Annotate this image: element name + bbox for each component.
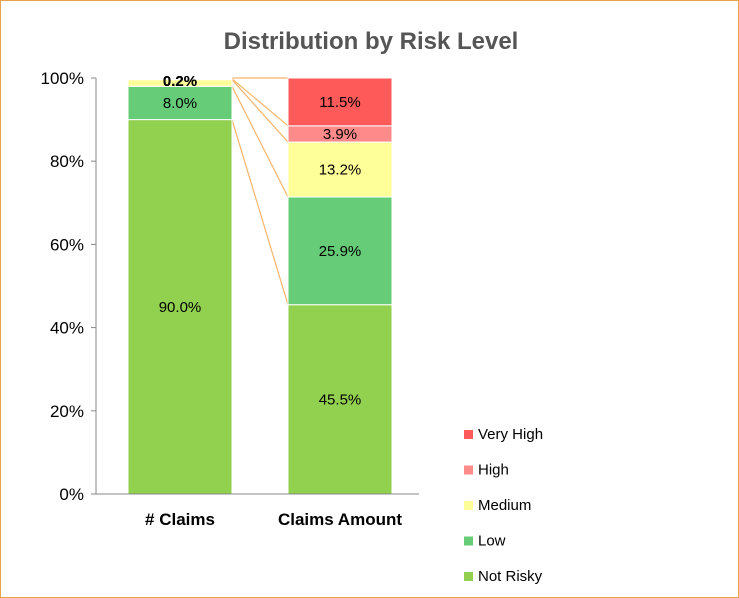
data-label-claims-amount-medium: 13.2% [319, 162, 362, 179]
data-label-claims-not-risky: 90.0% [159, 299, 202, 316]
legend-label-medium: Medium [478, 497, 531, 514]
legend-label-high: High [478, 462, 509, 479]
data-label-claims-amount-very-high: 11.5% [319, 94, 360, 111]
data-label-claims-low: 8.0% [163, 95, 197, 112]
data-label-claims-amount-low: 25.9% [319, 243, 362, 260]
bar-claims-not-risky [127, 119, 233, 495]
y-tick-label: 40% [50, 319, 84, 338]
legend-swatch-low [464, 536, 473, 546]
connector-lines [231, 77, 289, 305]
bar-claims-amount-low [287, 196, 393, 306]
bar-claims-amount-not-risky [287, 304, 393, 495]
category-labels: # Claims Claims Amount [145, 510, 402, 529]
data-label-claims-very-high: 0.2% [163, 73, 197, 90]
x-category-label: Claims Amount [278, 510, 402, 529]
connector-line [231, 86, 289, 198]
bar-claims-very-high [127, 77, 233, 80]
data-label-claims-amount-high: 3.9% [323, 126, 357, 143]
y-tick-label: 0% [59, 485, 84, 504]
legend-swatch-not-risky [464, 572, 473, 581]
legend-label-not-risky: Not Risky [478, 568, 543, 585]
y-axis: 0% 20% 40% 60% 80% 100% [41, 69, 419, 504]
bar-claims-amount-medium [287, 141, 393, 198]
legend-label-low: Low [478, 533, 506, 550]
chart-title: Distribution by Risk Level [224, 28, 519, 55]
legend: Very High High Medium Low Not Risky [464, 426, 543, 585]
legend-label-very-high: Very High [478, 426, 543, 443]
y-tick-label: 60% [50, 235, 84, 254]
legend-swatch-medium [464, 501, 473, 510]
y-tick-label: 20% [50, 402, 84, 421]
data-label-claims-amount-not-risky: 45.5% [319, 391, 362, 408]
bars: 90.0%8.0%0.2%0.2%45.5%25.9%13.2%3.9%11.5… [127, 73, 393, 495]
legend-swatch-very-high [464, 430, 473, 439]
data-label-claims-high: 0.2% [163, 73, 197, 90]
legend-swatch-high [464, 465, 473, 475]
connector-line [231, 119, 289, 305]
connector-line [231, 79, 289, 143]
bar-claims-amount-very-high [287, 77, 393, 127]
y-tick-label: 100% [41, 69, 84, 88]
y-tick-label: 80% [50, 152, 84, 171]
connector-line [231, 78, 289, 127]
x-category-label: # Claims [145, 510, 215, 529]
